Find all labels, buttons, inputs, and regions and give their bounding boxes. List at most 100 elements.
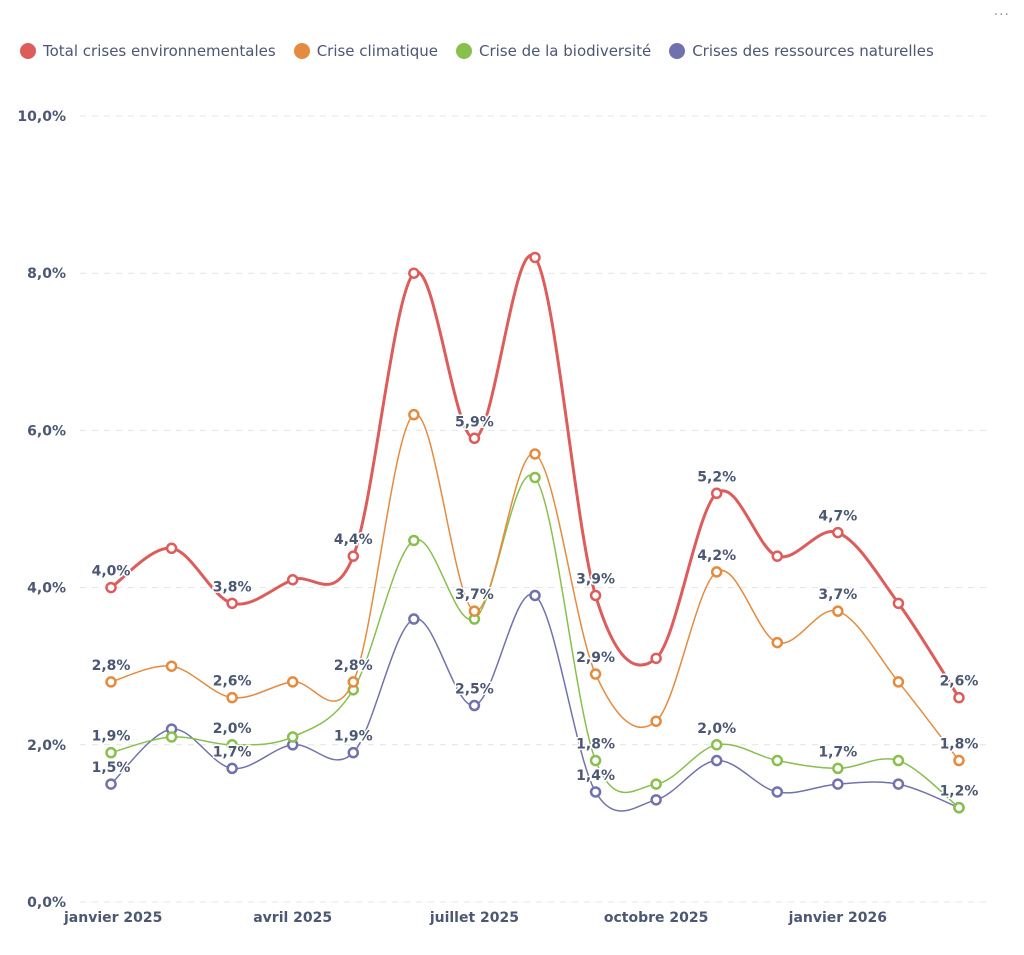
data-label: 3,9% bbox=[576, 571, 615, 587]
data-point[interactable] bbox=[286, 731, 299, 743]
data-point[interactable] bbox=[105, 746, 117, 759]
data-point[interactable] bbox=[105, 778, 117, 790]
data-point[interactable] bbox=[771, 550, 784, 562]
data-label: 2,6% bbox=[940, 674, 979, 690]
x-tick-label: avril 2025 bbox=[253, 910, 332, 926]
data-point[interactable] bbox=[226, 762, 238, 775]
data-point[interactable] bbox=[468, 432, 481, 445]
data-point[interactable] bbox=[226, 597, 238, 610]
data-point[interactable] bbox=[408, 267, 420, 279]
series-line bbox=[110, 593, 960, 812]
data-point[interactable] bbox=[771, 786, 784, 798]
data-point[interactable] bbox=[529, 251, 541, 264]
data-label: 5,9% bbox=[455, 414, 494, 430]
data-point[interactable] bbox=[589, 754, 602, 767]
data-label: 1,4% bbox=[576, 768, 615, 784]
data-point[interactable] bbox=[347, 550, 360, 562]
data-point[interactable] bbox=[832, 526, 844, 539]
data-label: 1,5% bbox=[92, 760, 131, 776]
data-point[interactable] bbox=[710, 739, 723, 751]
legend-item-ressources[interactable]: Crises des ressources naturelles bbox=[669, 42, 934, 60]
data-point[interactable] bbox=[286, 573, 299, 586]
data-label: 2,8% bbox=[92, 658, 131, 674]
y-tick-label: 6,0% bbox=[27, 423, 66, 439]
legend-dot-icon bbox=[669, 43, 686, 59]
y-axis: 0,0% 2,0% 4,0% 6,0% 8,0% 10,0% bbox=[17, 109, 66, 911]
data-point[interactable] bbox=[105, 581, 117, 594]
data-point[interactable] bbox=[650, 778, 662, 790]
data-point[interactable] bbox=[165, 542, 178, 555]
data-point[interactable] bbox=[589, 589, 602, 602]
data-point[interactable] bbox=[226, 691, 238, 704]
series-1 bbox=[105, 408, 965, 767]
x-tick-label: janvier 2026 bbox=[788, 910, 887, 926]
data-point[interactable] bbox=[589, 668, 602, 680]
data-point[interactable] bbox=[832, 762, 844, 775]
data-label: 1,2% bbox=[940, 784, 979, 800]
data-point[interactable] bbox=[347, 676, 360, 688]
legend-dot-icon bbox=[20, 43, 36, 59]
data-point[interactable] bbox=[468, 605, 481, 617]
data-label: 4,4% bbox=[334, 532, 373, 548]
data-point[interactable] bbox=[892, 676, 905, 688]
data-label: 2,0% bbox=[697, 721, 736, 737]
data-point[interactable] bbox=[953, 691, 965, 704]
data-label: 2,9% bbox=[576, 650, 615, 666]
y-tick-label: 0,0% bbox=[27, 895, 66, 911]
data-point[interactable] bbox=[892, 778, 905, 790]
y-tick-label: 8,0% bbox=[27, 266, 66, 282]
data-point[interactable] bbox=[226, 739, 238, 751]
data-point[interactable] bbox=[953, 801, 965, 814]
data-point[interactable] bbox=[408, 534, 420, 547]
data-point[interactable] bbox=[710, 754, 723, 767]
data-point[interactable] bbox=[589, 786, 602, 798]
legend-label: Total crises environnementales bbox=[43, 42, 276, 60]
data-point[interactable] bbox=[408, 408, 420, 421]
legend-item-biodiversite[interactable]: Crise de la biodiversité bbox=[456, 42, 651, 60]
data-point[interactable] bbox=[771, 754, 784, 767]
data-label: 2,6% bbox=[213, 674, 252, 690]
data-point[interactable] bbox=[892, 754, 905, 767]
data-point[interactable] bbox=[832, 778, 844, 790]
data-label: 5,2% bbox=[697, 469, 736, 485]
legend-item-climat[interactable]: Crise climatique bbox=[293, 42, 438, 60]
data-point[interactable] bbox=[892, 597, 905, 610]
data-label: 2,0% bbox=[213, 721, 252, 737]
legend: Total crises environnementales Crise cli… bbox=[20, 42, 934, 60]
data-point[interactable] bbox=[650, 715, 662, 727]
data-point[interactable] bbox=[710, 487, 723, 500]
data-point[interactable] bbox=[953, 754, 965, 767]
series bbox=[105, 251, 965, 814]
data-point[interactable] bbox=[286, 676, 299, 688]
data-point[interactable] bbox=[347, 746, 360, 759]
legend-label: Crises des ressources naturelles bbox=[692, 42, 934, 60]
data-label: 3,7% bbox=[818, 587, 857, 603]
data-point[interactable] bbox=[650, 652, 662, 665]
more-options-icon[interactable]: ··· bbox=[993, 7, 1010, 23]
data-point[interactable] bbox=[165, 660, 178, 672]
data-point[interactable] bbox=[408, 613, 420, 625]
data-label: 1,9% bbox=[92, 729, 131, 745]
data-point[interactable] bbox=[650, 794, 662, 806]
data-point[interactable] bbox=[529, 471, 541, 484]
data-point[interactable] bbox=[165, 731, 178, 743]
data-label: 3,8% bbox=[213, 579, 252, 595]
x-tick-label: juillet 2025 bbox=[429, 910, 519, 926]
data-point[interactable] bbox=[771, 636, 784, 649]
data-point[interactable] bbox=[105, 676, 117, 688]
data-point[interactable] bbox=[832, 605, 844, 617]
data-point[interactable] bbox=[529, 448, 541, 460]
data-label: 3,7% bbox=[455, 587, 494, 603]
legend-label: Crise climatique bbox=[316, 42, 438, 60]
x-tick-label: janvier 2025 bbox=[63, 910, 162, 926]
y-tick-label: 4,0% bbox=[27, 581, 66, 597]
data-label: 2,8% bbox=[334, 658, 373, 674]
data-label: 2,5% bbox=[455, 682, 494, 698]
legend-item-total[interactable]: Total crises environnementales bbox=[20, 42, 276, 60]
y-tick-label: 10,0% bbox=[17, 109, 66, 125]
data-label: 1,7% bbox=[818, 744, 857, 760]
data-point[interactable] bbox=[710, 566, 723, 578]
data-point[interactable] bbox=[468, 699, 481, 712]
data-point[interactable] bbox=[529, 589, 541, 602]
